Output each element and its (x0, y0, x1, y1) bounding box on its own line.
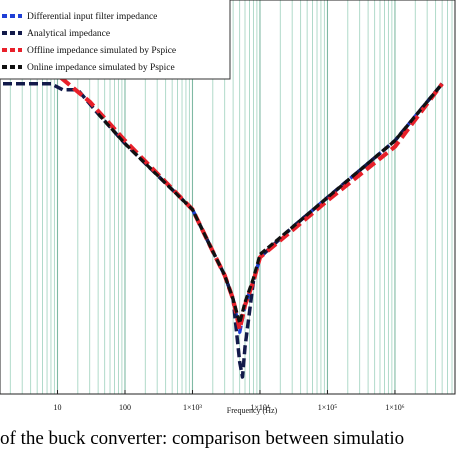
x-ticks: 10 100 1×10³ 1×10⁴ 1×10⁵ 1×10⁶ (53, 390, 405, 412)
tick-label: 1×10⁴ (250, 403, 270, 412)
legend-box (0, 0, 231, 80)
tick-label: 1×10⁶ (385, 403, 405, 412)
tick-label: 100 (119, 403, 131, 412)
legend-label-3: Offline impedance simulated by Pspice (27, 45, 176, 56)
figure-caption: of the buck converter: comparison betwee… (0, 428, 405, 449)
x-axis-label: Frequency (Hz) (227, 406, 278, 415)
tick-label: 1×10³ (183, 403, 203, 412)
legend: Differential input filter impedance Analy… (0, 0, 231, 80)
legend-label-1: Differential input filter impedance (27, 11, 157, 22)
series-group (0, 45, 444, 379)
tick-label: 10 (53, 403, 61, 412)
tick-label: 1×10⁵ (318, 403, 338, 412)
series-line-3 (0, 45, 444, 332)
plot-frame (0, 0, 456, 395)
legend-label-4: Online impedance simulated by Pspice (27, 63, 175, 73)
legend-label-2: Analytical impedance (27, 29, 110, 39)
series-line-4 (96, 82, 444, 325)
